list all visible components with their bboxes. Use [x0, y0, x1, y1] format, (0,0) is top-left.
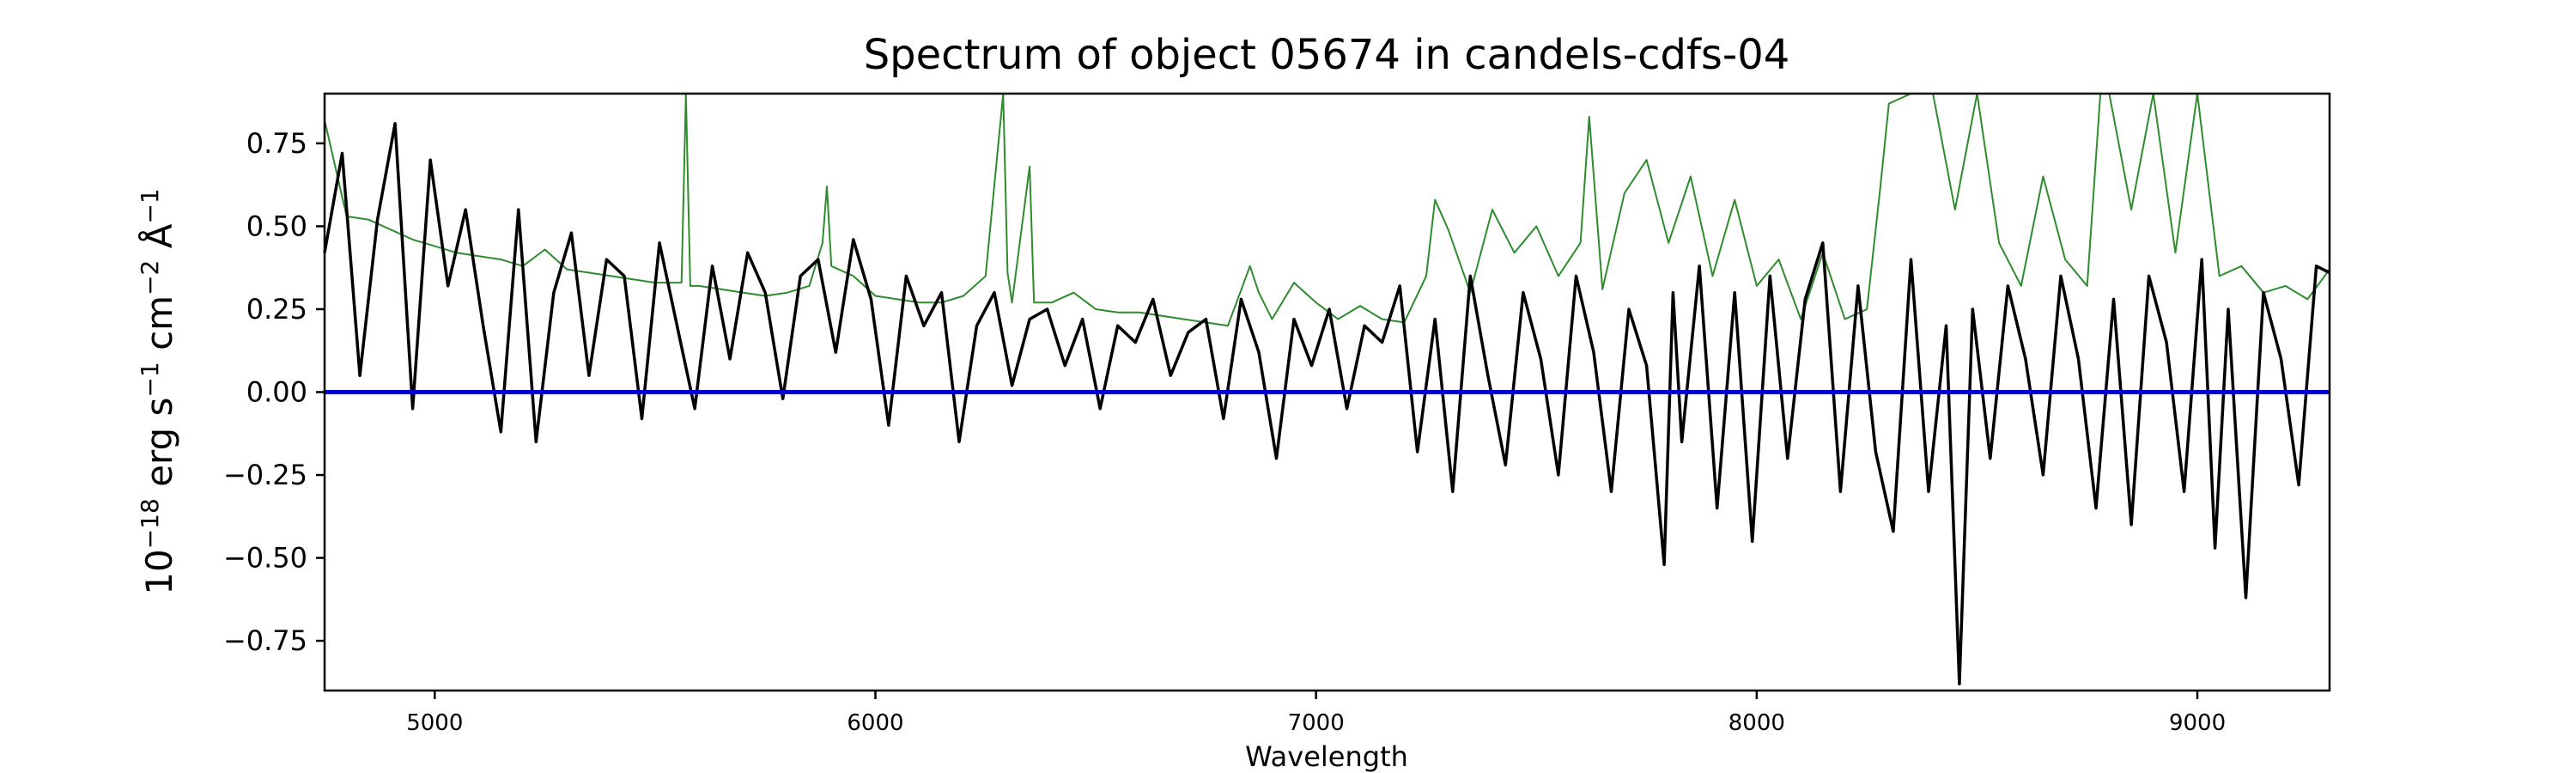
- x-tick-label: 7000: [1288, 710, 1345, 736]
- x-tick-label: 5000: [406, 710, 463, 736]
- y-tick-label: 0.75: [246, 127, 307, 160]
- chart-title: Spectrum of object 05674 in candels-cdfs…: [864, 31, 1790, 79]
- flux-series-line: [323, 122, 2330, 686]
- y-tick-label: 0.25: [246, 293, 307, 326]
- y-axis-label: 10−18 erg s−1 cm−2 Å−1: [136, 188, 180, 594]
- x-axis-ticks: 5000 6000 7000 8000 9000: [406, 691, 2226, 736]
- x-tick-label: 9000: [2169, 710, 2226, 736]
- plot-area: [323, 92, 2331, 692]
- y-tick-label: 0.50: [246, 210, 307, 242]
- series-layer: [323, 93, 2330, 686]
- y-tick-label: −0.75: [223, 624, 307, 657]
- x-tick-label: 8000: [1728, 710, 1785, 736]
- x-axis-label: Wavelength: [1245, 740, 1408, 773]
- y-axis-ticks: 0.75 0.50 0.25 0.00 −0.25 −0.50 −0.75: [223, 127, 325, 657]
- x-tick-label: 6000: [847, 710, 903, 736]
- y-tick-label: −0.25: [223, 459, 307, 491]
- y-tick-label: 0.00: [246, 376, 307, 409]
- error-series-line: [324, 93, 2330, 327]
- y-tick-label: −0.50: [223, 542, 307, 575]
